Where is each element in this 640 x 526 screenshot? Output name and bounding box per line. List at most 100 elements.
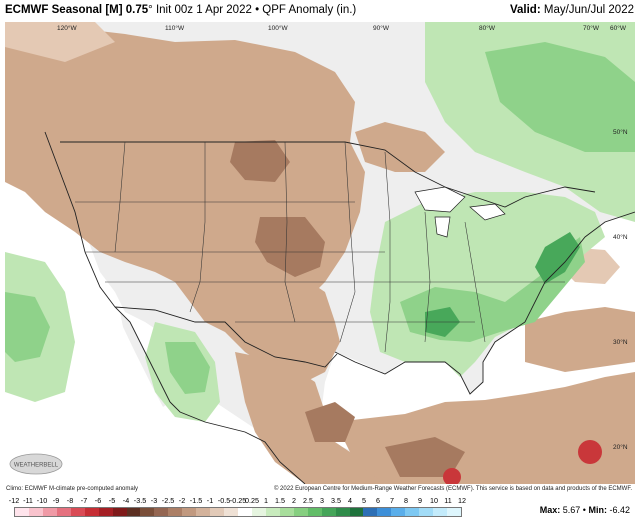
legend-swatch [321,508,336,516]
legend-swatch [307,508,322,516]
legend-tick-label: -1 [206,496,214,505]
map-title: ECMWF Seasonal [M] 0.75° Init 00z 1 Apr … [5,4,356,16]
lon-label-90w: 90°W [373,24,390,32]
legend-tick-label: -3.5 [133,496,147,505]
weatherbell-logo: WEATHERBELL [9,453,63,475]
legend-swatch [363,508,378,516]
model-name: ECMWF Seasonal [M] 0.75 [5,4,149,16]
legend-tick-label: 3.5 [331,496,341,505]
degree-symbol: ° [148,4,153,16]
lon-label-60w: 60°W [610,24,627,32]
valid-label: Valid: [509,4,541,16]
max-label: Max: [539,505,561,515]
legend-tick-label: -1.5 [189,496,203,505]
legend-swatch [84,508,99,516]
wet-core-canada [485,42,635,152]
legend-swatch [335,508,350,516]
legend-swatch [419,508,434,516]
credits-row: Climo: ECMWF M-climate pre-computed anom… [0,484,640,496]
legend-tick-label: -0.5 [217,496,231,505]
legend-tick-label: -4 [122,496,130,505]
lon-label-110w: 110°W [165,24,185,32]
legend-swatch [182,508,197,516]
legend-swatch [56,508,71,516]
legend-tick-label: -12 [8,496,20,505]
product-name: QPF Anomaly (in.) [262,4,357,16]
legend-tick-label: 5 [362,496,366,505]
legend-swatch [349,508,364,516]
anomaly-map[interactable]: 120°W 110°W 100°W 90°W 80°W 70°W 60°W 50… [5,22,635,484]
legend-tick-label: 2.5 [303,496,313,505]
legend-swatch [154,508,169,516]
legend-swatch [140,508,155,516]
legend-swatch [210,508,225,516]
dry-core-caribbean [385,437,465,477]
legend-swatch [279,508,294,516]
legend-tick-label: -0.25 [229,496,247,505]
dry-anomaly-canada-east [355,122,445,172]
legend-labels: -12 -11 -10 -9 -8 -7 -6 -5 -4 -3.5 -3 -2.5 -2 -1.5 -1-… [9,496,466,507]
legend-tick-label: 12 [458,496,466,505]
legend-swatch [405,508,420,516]
wet-core-carolinas [535,232,580,284]
state-borders [75,141,565,353]
legend-swatch [28,508,43,516]
legend-tick-label: 6 [376,496,380,505]
legend-tick-label: 11 [444,496,452,505]
svg-text:WEATHERBELL: WEATHERBELL [14,463,59,469]
init-time: Init 00z 1 Apr 2022 [155,4,252,16]
us-mexico-border [114,306,338,368]
legend-swatch [447,508,461,516]
legend-tick-label: -2.5 [161,496,175,505]
legend-swatch [251,508,266,516]
lat-label-40n: 40°N [613,233,628,241]
legend-tick-label: -3 [150,496,158,505]
legend-swatch [265,508,280,516]
lon-label-120w: 120°W [57,24,77,32]
dry-anomaly-east-atlantic [525,307,635,372]
legend-tick-label: 1 [264,496,268,505]
legend-tick-label: 1.5 [275,496,285,505]
legend-swatch [126,508,141,516]
legend-tick-label: 3 [320,496,324,505]
legend-tick-label: 0.25 [245,496,259,505]
legend-swatch [112,508,127,516]
legend-tick-label: 4 [348,496,352,505]
dry-core-gulf [305,402,355,442]
coastline [44,131,635,484]
lon-label-80w: 80°W [479,24,496,32]
legend-swatch [238,508,252,516]
legend-tick-label: -11 [23,496,33,505]
legend-tick-label: -8 [66,496,74,505]
wet-core-pacific [5,292,50,362]
legend-swatch [15,508,29,516]
legend-tick-label: 7 [390,496,394,505]
max-value: 5.67 [562,505,581,515]
lat-label-50n: 50°N [613,128,628,136]
great-lakes [414,186,506,238]
dry-core-plains [255,217,325,277]
dry-anomaly-pacific [5,22,115,62]
red-anomaly-hispaniola [578,440,602,464]
header: ECMWF Seasonal [M] 0.75° Init 00z 1 Apr … [0,0,640,22]
legend-tick-label: -9 [52,496,60,505]
legend-tick-label: -6 [94,496,102,505]
lat-label-30n: 30°N [613,338,628,346]
legend-color-bar [14,507,462,517]
min-label: Min: [588,505,607,515]
legend-tick-label: 10 [430,496,438,505]
lon-label-70w: 70°W [583,24,600,32]
legend-tick-label: 2 [292,496,296,505]
valid-value: May/Jun/Jul 2022 [543,4,634,16]
legend-tick-label: 9 [418,496,422,505]
color-legend: -12 -11 -10 -9 -8 -7 -6 -5 -4 -3.5 -3 -2.5 -2 -1.5 -1-… [9,496,466,526]
legend-swatch [391,508,406,516]
wet-core-mexico [165,342,210,394]
maxmin-separator: • [582,505,586,515]
legend-tick-label: -2 [178,496,186,505]
legend-tick-label: -10 [36,496,48,505]
dry-core-dakotas [230,140,290,182]
title-separator: • [255,4,260,16]
legend-swatch [224,508,238,516]
legend-swatch [42,508,57,516]
